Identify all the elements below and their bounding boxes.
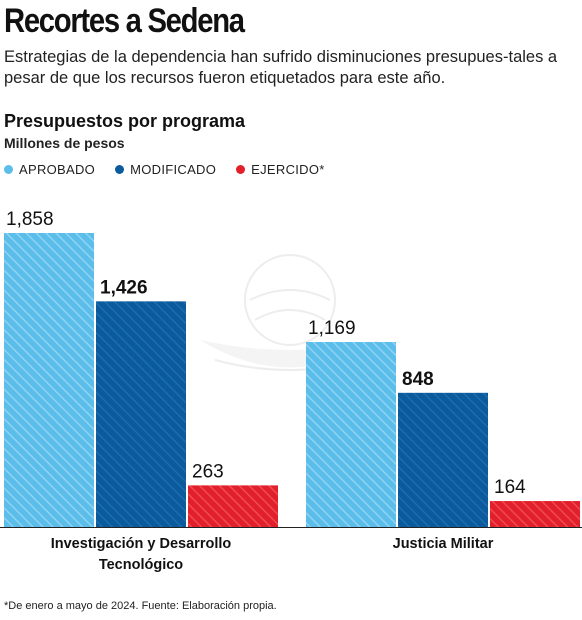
legend-swatch-modificado bbox=[115, 165, 125, 174]
category-label-0-line-0: Investigación y Desarrollo bbox=[51, 536, 232, 552]
bar-ejercido-0 bbox=[188, 485, 278, 527]
bar-label-modificado-1: 848 bbox=[402, 369, 434, 390]
bar-chart: 1,858 1,426 263 1,169 848 164 Investigación y… bbox=[0, 209, 582, 573]
legend-label-modificado: MODIFICADO bbox=[130, 162, 217, 177]
chart-legend: APROBADO MODIFICADO EJERCIDO* bbox=[4, 162, 325, 177]
legend-item-aprobado: APROBADO bbox=[4, 162, 95, 177]
page-subtitle: Estrategias de la dependencia han sufrid… bbox=[4, 48, 558, 87]
legend-label-aprobado: APROBADO bbox=[19, 162, 96, 177]
chart-unit: Millones de pesos bbox=[4, 135, 125, 151]
bar-label-aprobado-1: 1,169 bbox=[308, 318, 356, 339]
bar-aprobado-1 bbox=[306, 342, 396, 527]
category-label-0-line-1: Tecnológico bbox=[99, 557, 183, 573]
page-title: Recortes a Sedena bbox=[4, 2, 245, 40]
bar-label-modificado-0: 1,426 bbox=[100, 277, 148, 298]
bar-label-ejercido-0: 263 bbox=[192, 461, 224, 482]
bar-ejercido-1 bbox=[490, 501, 580, 527]
bar-label-ejercido-1: 164 bbox=[494, 477, 526, 498]
bar-label-aprobado-0: 1,858 bbox=[6, 209, 54, 230]
legend-swatch-ejercido bbox=[236, 165, 246, 174]
bar-modificado-0 bbox=[96, 301, 186, 527]
chart-heading: Presupuestos por programa bbox=[4, 111, 246, 131]
legend-item-modificado: MODIFICADO bbox=[115, 162, 216, 177]
legend-label-ejercido: EJERCIDO* bbox=[251, 162, 325, 177]
bar-modificado-1 bbox=[398, 392, 488, 527]
bar-aprobado-0 bbox=[4, 233, 94, 527]
legend-swatch-aprobado bbox=[4, 165, 13, 174]
legend-item-ejercido: EJERCIDO* bbox=[236, 162, 325, 177]
category-label-1-line-0: Justicia Militar bbox=[393, 536, 494, 552]
footnote: *De enero a mayo de 2024. Fuente: Elabor… bbox=[4, 600, 277, 612]
